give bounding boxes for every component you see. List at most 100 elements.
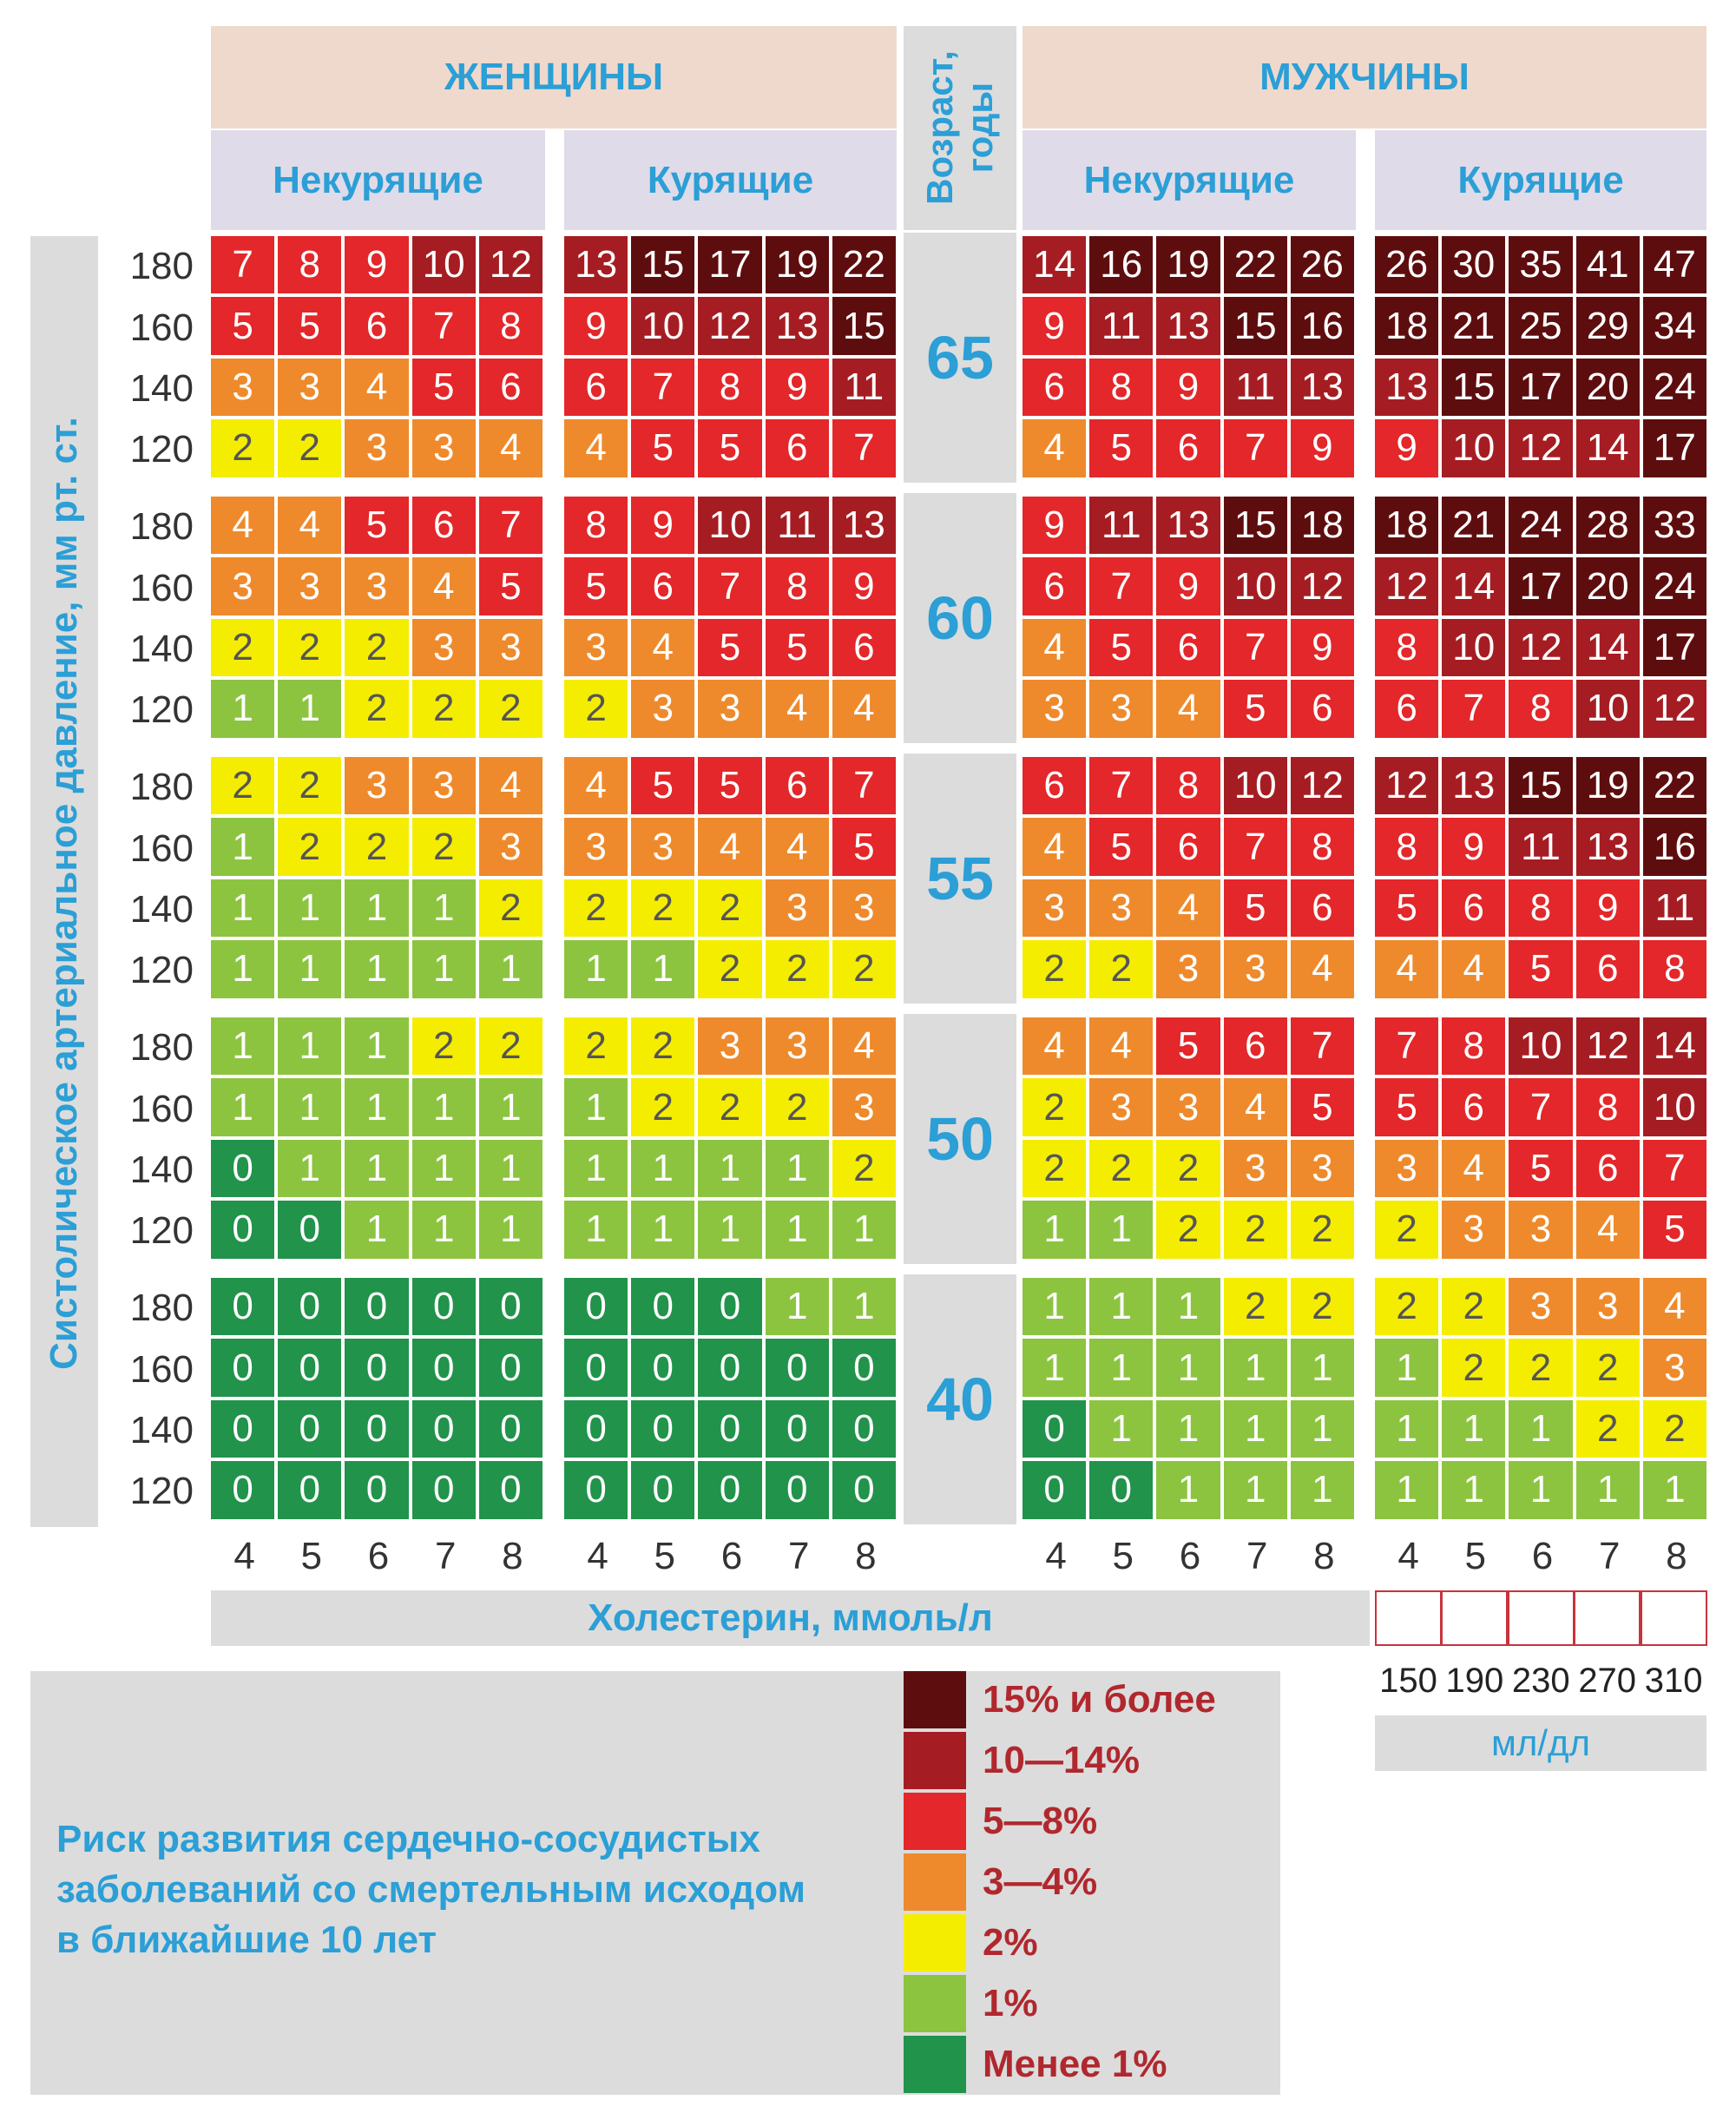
heatmap-cell: 1 <box>698 1201 766 1262</box>
heatmap-cell: 12 <box>1290 757 1358 819</box>
cholesterol-tick: 7 <box>1598 1535 1621 1577</box>
heatmap-cell: 35 <box>1509 236 1576 298</box>
heatmap-cell: 2 <box>478 1017 546 1079</box>
heatmap-cell: 6 <box>1023 557 1090 619</box>
heatmap-cell: 1 <box>345 1017 412 1079</box>
heatmap-cell: 2 <box>1023 1078 1090 1140</box>
heatmap-cell: 18 <box>1290 497 1358 558</box>
heatmap-cell: 1 <box>478 1201 546 1262</box>
heatmap-cell: 13 <box>1575 818 1643 879</box>
heatmap-cell: 12 <box>1575 1017 1643 1079</box>
heatmap-cell: 9 <box>1290 618 1358 681</box>
heatmap-cell: 12 <box>1509 419 1576 481</box>
cholesterol-tick: 7 <box>434 1535 457 1577</box>
heatmap-cell: 9 <box>1290 419 1358 481</box>
mgdl-tick: 150 <box>1379 1661 1437 1700</box>
heatmap-cell: 4 <box>564 419 632 481</box>
heatmap-cell: 1 <box>411 879 479 941</box>
legend-label: 2% <box>983 1921 1038 1964</box>
heatmap-cell: 33 <box>1642 497 1710 558</box>
heatmap-cell: 3 <box>564 618 632 681</box>
heatmap-cell: 0 <box>564 1278 632 1340</box>
heatmap-cell: 4 <box>1089 1017 1157 1079</box>
heatmap-cell: 3 <box>1089 680 1157 741</box>
heatmap-cell: 7 <box>832 419 899 481</box>
heatmap-cell: 4 <box>345 358 412 420</box>
heatmap-cell: 0 <box>1023 1461 1090 1523</box>
heatmap-cell: 1 <box>411 1078 479 1140</box>
age-label-50: 50 <box>904 1014 1016 1264</box>
heatmap-cell: 15 <box>1223 497 1291 558</box>
heatmap-cell: 3 <box>278 557 345 619</box>
heatmap-cell: 17 <box>1642 618 1710 681</box>
heatmap-cell: 13 <box>1156 297 1224 359</box>
heatmap-cell: 7 <box>211 236 279 298</box>
heatmap-cell: 8 <box>1156 757 1224 819</box>
heatmap-cell: 10 <box>1223 757 1291 819</box>
bp-label: 180 <box>129 766 194 809</box>
header-men-nonsmoking: Некурящие <box>1023 130 1356 230</box>
heatmap-cell: 5 <box>564 557 632 619</box>
heatmap-cell: 17 <box>1642 419 1710 481</box>
cholesterol-tick: 8 <box>855 1535 877 1577</box>
heatmap-cell: 1 <box>278 1078 345 1140</box>
heatmap-cell: 2 <box>631 879 699 941</box>
heatmap-cell: 3 <box>1156 940 1224 1002</box>
heatmap-cell: 6 <box>1023 358 1090 420</box>
heatmap-cell: 3 <box>698 680 766 741</box>
heatmap-cell: 9 <box>832 557 899 619</box>
heatmap-cell: 9 <box>1375 419 1443 481</box>
heatmap-cell: 6 <box>1156 818 1224 879</box>
heatmap-cell: 5 <box>698 618 766 681</box>
heatmap-cell: 0 <box>564 1339 632 1400</box>
heatmap-cell: 8 <box>1290 818 1358 879</box>
heatmap-cell: 3 <box>698 1017 766 1079</box>
heatmap-cell: 3 <box>1156 1078 1224 1140</box>
cholesterol-tick: 5 <box>1112 1535 1134 1577</box>
mgdl-box <box>1640 1590 1707 1646</box>
heatmap-cell: 1 <box>1156 1461 1224 1523</box>
heatmap-cell: 2 <box>698 940 766 1002</box>
heatmap-cell: 2 <box>1375 1278 1443 1340</box>
heatmap-cell: 10 <box>1223 557 1291 619</box>
heatmap-cell: 0 <box>211 1201 279 1262</box>
heatmap-cell: 0 <box>211 1278 279 1340</box>
heatmap-cell: 6 <box>1023 757 1090 819</box>
heatmap-cell: 0 <box>478 1399 546 1462</box>
heatmap-cell: 2 <box>211 419 279 481</box>
heatmap-cell: 4 <box>631 618 699 681</box>
heatmap-cell: 0 <box>345 1278 412 1340</box>
bp-label: 120 <box>129 688 194 732</box>
legend-label: 3—4% <box>983 1860 1098 1903</box>
heatmap-cell: 6 <box>765 757 832 819</box>
bp-label: 180 <box>129 245 194 288</box>
heatmap-cell: 30 <box>1442 236 1509 298</box>
heatmap-cell: 1 <box>698 1139 766 1201</box>
heatmap-cell: 3 <box>345 757 412 819</box>
heatmap-cell: 4 <box>765 680 832 741</box>
heatmap-cell: 7 <box>478 497 546 558</box>
heatmap-cell: 8 <box>698 358 766 420</box>
bp-label: 140 <box>129 366 194 410</box>
heatmap-cell: 2 <box>345 818 412 879</box>
heatmap-cell: 0 <box>765 1339 832 1400</box>
heatmap-cell: 2 <box>211 757 279 819</box>
heatmap-cell: 5 <box>1223 879 1291 941</box>
heatmap-cell: 2 <box>1223 1201 1291 1262</box>
heatmap-cell: 7 <box>1089 757 1157 819</box>
legend-swatch <box>904 1732 966 1789</box>
risk-title: Риск развития сердечно-сосудистых заболе… <box>56 1814 916 1965</box>
heatmap-cell: 1 <box>278 1139 345 1201</box>
heatmap-cell: 4 <box>411 557 479 619</box>
heatmap-cell: 0 <box>698 1278 766 1340</box>
heatmap-cell: 0 <box>211 1399 279 1462</box>
heatmap-cell: 4 <box>1442 1139 1509 1201</box>
heatmap-cell: 7 <box>698 557 766 619</box>
heatmap-cell: 9 <box>1023 297 1090 359</box>
heatmap-cell: 1 <box>564 1201 632 1262</box>
heatmap-cell: 19 <box>1575 757 1643 819</box>
heatmap-cell: 3 <box>1642 1339 1710 1400</box>
heatmap-cell: 6 <box>1156 419 1224 481</box>
heatmap-cell: 0 <box>278 1201 345 1262</box>
heatmap-cell: 6 <box>1156 618 1224 681</box>
